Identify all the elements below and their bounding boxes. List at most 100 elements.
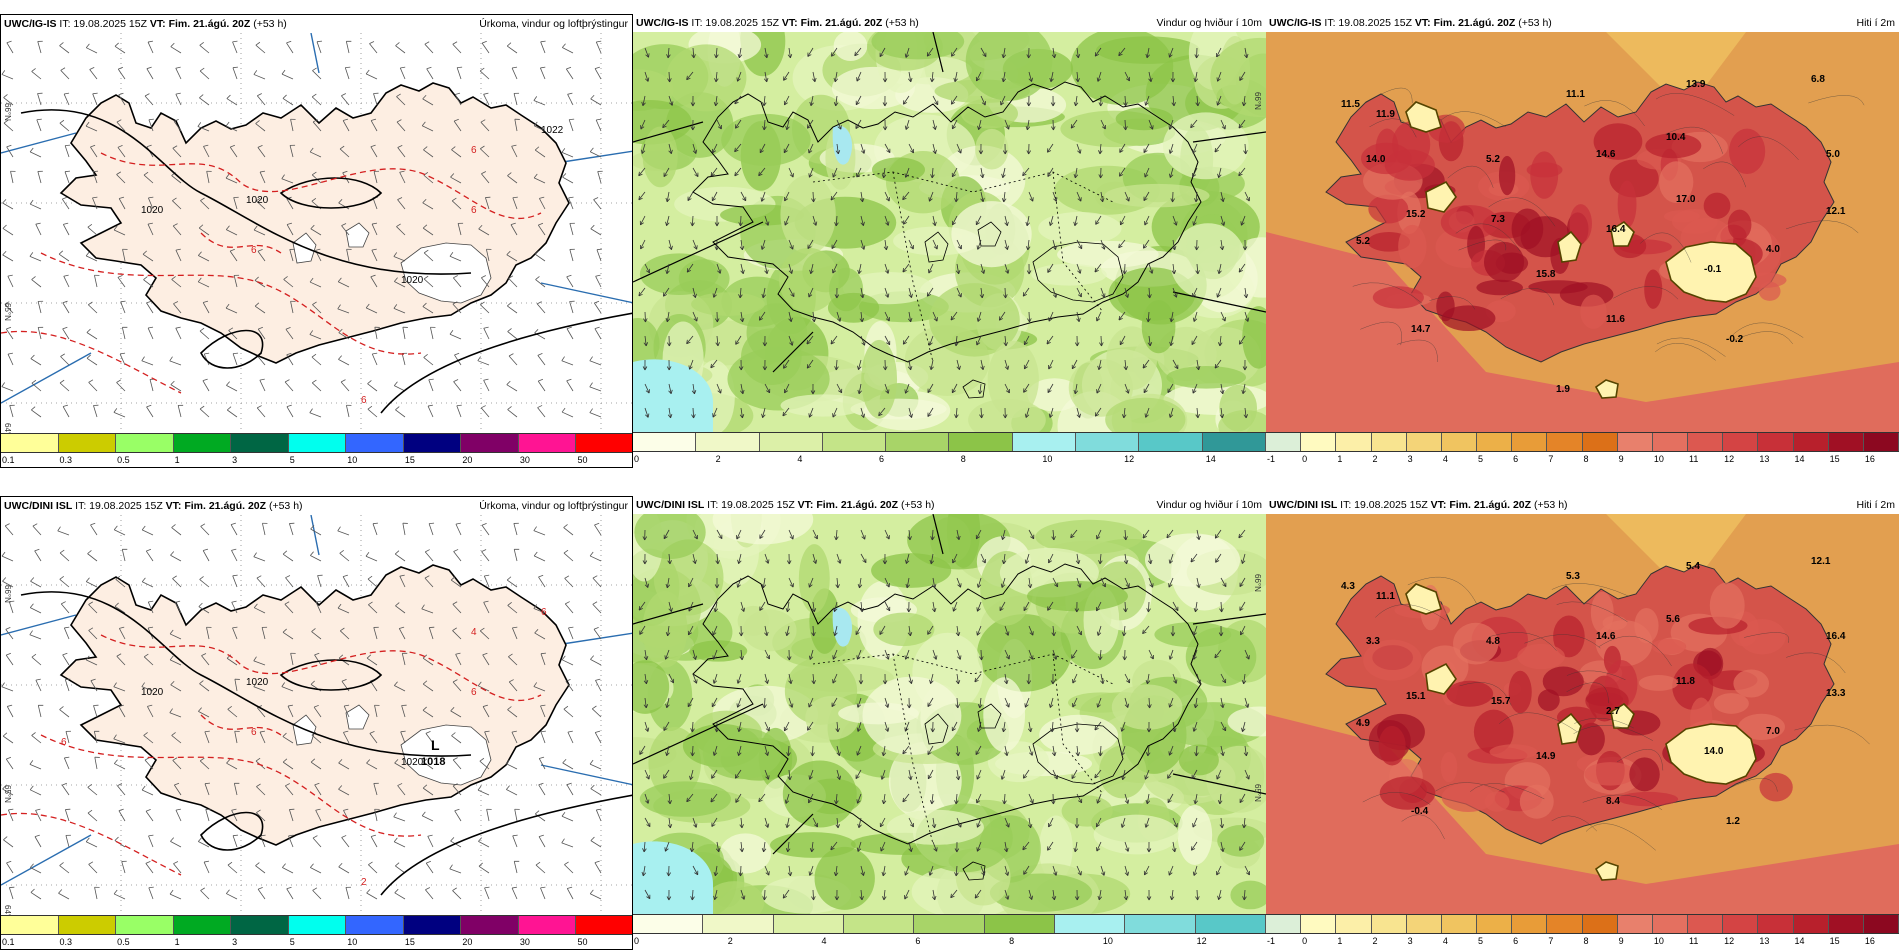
model-name: UWC/IG-IS — [636, 17, 689, 29]
temperature-area — [1577, 722, 1605, 756]
legend-tick-label: 14 — [1794, 936, 1805, 946]
glacier-outline — [977, 703, 1002, 729]
init-time: IT: 19.08.2025 15Z — [75, 500, 163, 512]
legend-tick-label: 30 — [519, 455, 530, 465]
legend-swatch — [288, 916, 347, 934]
legend-tick-label: 3 — [232, 937, 238, 947]
legend-swatch — [1266, 433, 1302, 451]
temperature-value: 17.0 — [1676, 194, 1696, 205]
legend-swatch — [696, 433, 760, 451]
init-time: IT: 19.08.2025 15Z — [1324, 17, 1412, 29]
legend-swatch — [984, 915, 1055, 933]
legend-swatch — [949, 433, 1013, 451]
temperature-area — [1528, 280, 1588, 294]
legend-tick-label: 0.5 — [117, 455, 130, 465]
field-name: Úrkoma, vindur og loftþrýstingur — [479, 500, 628, 512]
wind-speed-area — [780, 174, 836, 255]
legend-swatch — [1, 434, 59, 452]
legend-swatch — [1512, 915, 1548, 933]
legend-tick-label: 2 — [715, 454, 721, 464]
legend-tick-label: 50 — [577, 455, 588, 465]
temperature-area — [1584, 762, 1636, 786]
temperature-value: 15.8 — [1536, 269, 1556, 280]
temperature-area — [1629, 757, 1660, 792]
latitude-label: 65°N — [3, 303, 12, 321]
legend-bar — [1, 433, 632, 453]
legend-tick-label: 10 — [347, 455, 358, 465]
wind-speed-area — [1108, 267, 1196, 321]
wind-speed-area — [1026, 581, 1128, 612]
field-name: Úrkoma, vindur og loftþrýstingur — [479, 18, 628, 30]
wind-speed-area — [639, 253, 719, 295]
init-time: IT: 19.08.2025 15Z — [1340, 499, 1428, 511]
legend-tick-label: 0 — [634, 454, 640, 464]
wind-speed-area — [1104, 183, 1210, 208]
temperature-area — [1378, 725, 1406, 766]
temperature-area — [1542, 666, 1584, 697]
temperature-area — [1440, 204, 1499, 240]
latitude-label: 66°N — [3, 103, 12, 121]
legend-bar — [1266, 432, 1899, 452]
temperature-area — [1363, 639, 1422, 681]
temperature-area — [1644, 269, 1663, 309]
lead-time: (+53 h) — [268, 500, 303, 512]
legend-tick-label: 3 — [1407, 936, 1413, 946]
wind-speed-area — [719, 833, 772, 874]
valid-time-label: VT: — [149, 18, 166, 30]
legend-swatch — [1336, 433, 1372, 451]
legend-tick-label: 13 — [1759, 936, 1770, 946]
temperature-area — [1368, 194, 1409, 224]
legend-swatch — [1371, 433, 1407, 451]
contour-label: 6 — [61, 737, 67, 748]
latitude-label: 66°N — [1253, 574, 1262, 592]
wind-speed-area — [975, 128, 1009, 170]
legend-tick-label: -1 — [1267, 454, 1276, 464]
glacier-cold-area — [1405, 583, 1442, 615]
latitude-label: 66°N — [1253, 92, 1262, 110]
region-borders — [1, 515, 632, 886]
sea-area-lines — [633, 514, 1266, 855]
legend-swatch — [1301, 915, 1337, 933]
legend-swatch — [1582, 433, 1618, 451]
wind-speed-area — [691, 292, 765, 316]
temperature-area — [1483, 241, 1525, 283]
legend-tick-label: 11 — [1689, 454, 1699, 464]
temperature-area — [1593, 123, 1643, 160]
temperature-value: 5.3 — [1566, 571, 1580, 582]
glacier-cold-area — [1610, 220, 1635, 247]
wind-speed-area — [1061, 795, 1113, 827]
legend-tick-label: 12 — [1724, 454, 1735, 464]
sea-temperature-area — [1266, 232, 1899, 432]
legend-tick-label: 10 — [347, 937, 358, 947]
legend-swatch — [1828, 433, 1864, 451]
temperature-value: 5.4 — [1686, 561, 1700, 572]
wind-speed-area — [1206, 745, 1266, 813]
legend-swatch — [461, 916, 519, 934]
valid-time: Fim. 21.ágú. 20Z — [184, 500, 267, 512]
valid-time: Fim. 21.ágú. 20Z — [816, 499, 899, 511]
lake — [832, 607, 853, 647]
legend-swatch — [1202, 433, 1266, 451]
temperature-value: 1.2 — [1726, 816, 1740, 827]
temperature-value: 14.0 — [1704, 746, 1724, 757]
wind-speed-area — [1093, 814, 1179, 855]
coastline — [692, 563, 1202, 845]
temperature-contours — [1, 634, 542, 876]
panel-header: UWC/IG-IS IT: 19.08.2025 15Z VT: Fim. 21… — [633, 14, 1266, 32]
wind-speed-area — [1178, 744, 1219, 776]
legend-tick-label: 7 — [1548, 936, 1554, 946]
legend-swatch — [1512, 433, 1548, 451]
contour-label: 6 — [361, 395, 367, 406]
legend-swatch — [518, 916, 577, 934]
legend-swatch — [1547, 433, 1583, 451]
wind-barbs — [1, 522, 602, 900]
legend-swatch — [1406, 433, 1442, 451]
wind-speed-area — [689, 640, 748, 662]
legend-tick-label: 1 — [1337, 454, 1343, 464]
legend-tick-label: 3 — [1407, 454, 1413, 464]
lead-time: (+53 h) — [900, 499, 935, 511]
wind-speed-area — [1070, 32, 1174, 105]
temperature-value: 7.0 — [1766, 726, 1780, 737]
temperature-value: 11.1 — [1566, 89, 1585, 100]
legend-tick-label: 12 — [1196, 936, 1207, 946]
